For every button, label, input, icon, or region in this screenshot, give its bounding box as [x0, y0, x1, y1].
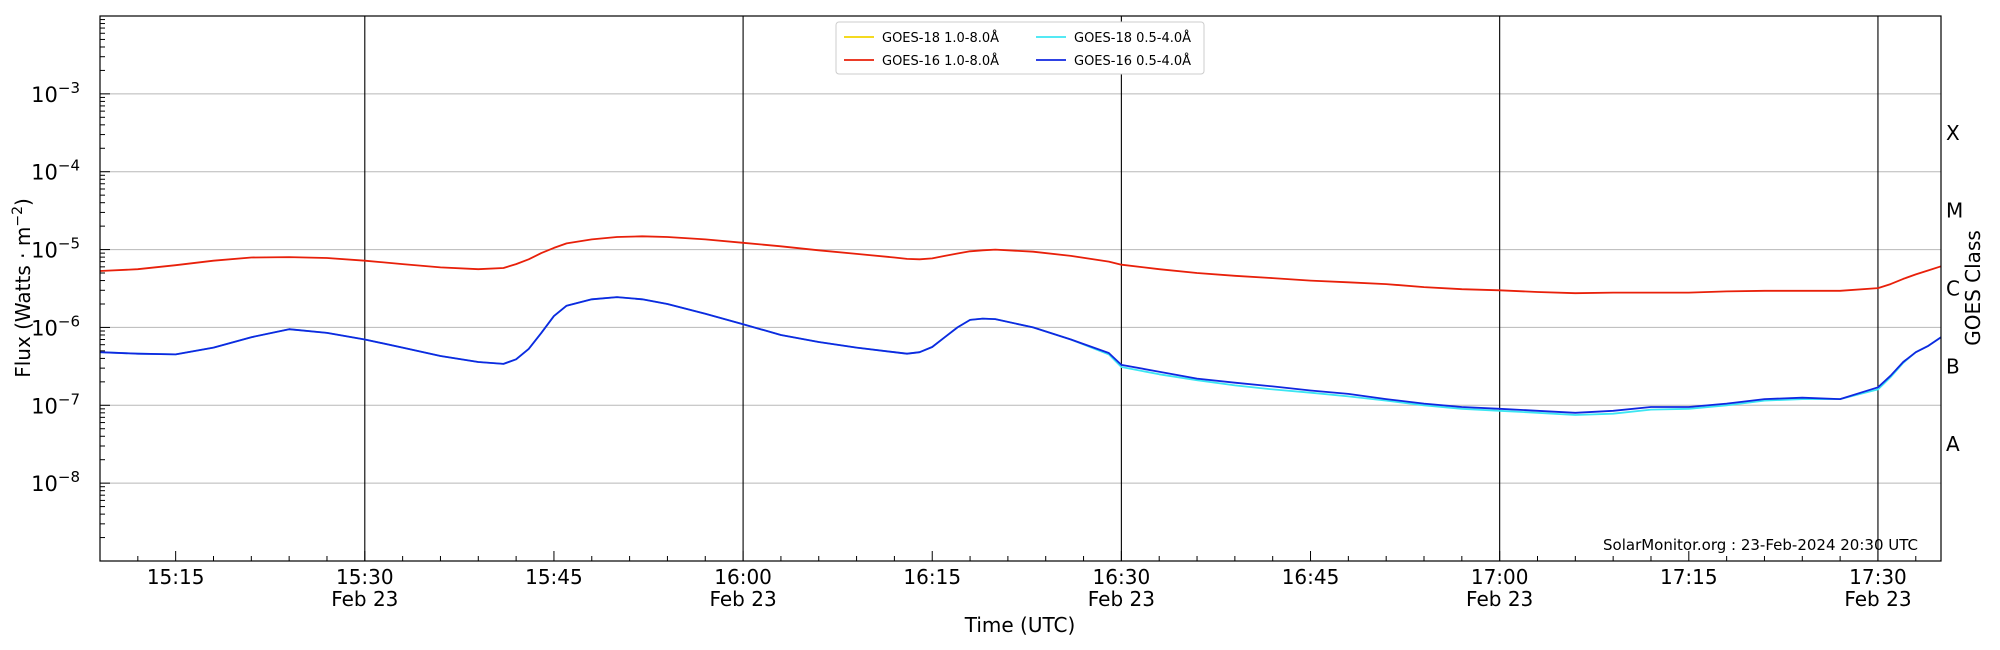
x-tick-date-label: Feb 23 [331, 587, 398, 611]
goes-class-label: C [1946, 277, 1960, 301]
x-tick-date-label: Feb 23 [1844, 587, 1911, 611]
x-tick-label: 15:45 [525, 565, 583, 589]
grid-layer [100, 93, 1941, 484]
legend-entry-label: GOES-16 1.0-8.0Å [882, 53, 999, 69]
x-tick-label: 15:15 [147, 565, 205, 589]
x-tick-label: 17:00 [1471, 565, 1529, 589]
legend: GOES-18 1.0-8.0Å GOES-16 1.0-8.0Å GOES-18 … [835, 21, 1205, 75]
x-tick-label: 16:15 [903, 565, 961, 589]
goes-class-axis-label: GOES Class [1961, 230, 1985, 346]
x-axis-label: Time (UTC) [964, 613, 1076, 637]
goes-class-label: M [1946, 199, 1963, 223]
legend-box [835, 21, 1205, 75]
y-axis-label-close: ) [11, 198, 35, 206]
y-tick-label: 10−4 [31, 157, 80, 185]
plot-frame [99, 15, 1942, 562]
goes-class-label: X [1946, 121, 1960, 145]
y-tick-label: 10−8 [31, 468, 80, 496]
goes-class-label: A [1946, 432, 1960, 456]
goes-class-labels: A B C M X [1946, 121, 1963, 456]
legend-entry-label: GOES-18 0.5-4.0Å [1074, 30, 1191, 46]
y-axis-label-text: Flux (Watts · m [11, 227, 35, 378]
x-tick-label: 17:30 [1849, 565, 1907, 589]
x-tick-label: 16:00 [714, 565, 772, 589]
x-tick-date-label: Feb 23 [1088, 587, 1155, 611]
series-line-2 [99, 235, 1942, 295]
x-tick-label: 16:30 [1093, 565, 1151, 589]
y-tick-label: 10−5 [31, 235, 80, 263]
goes-class-label: B [1946, 354, 1960, 378]
y-tick-label: 10−3 [31, 79, 80, 107]
legend-entry-label: GOES-18 1.0-8.0Å [882, 30, 999, 46]
time-divider-lines [364, 16, 1879, 561]
y-tick-label: 10−7 [31, 390, 80, 418]
legend-entry-label: GOES-16 0.5-4.0Å [1074, 53, 1191, 69]
series-line-4 [99, 296, 1942, 414]
y-axis-label-exponent: −2 [10, 206, 26, 227]
y-tick-label: 10−6 [31, 312, 80, 340]
x-tick-label: 17:15 [1660, 565, 1718, 589]
x-tick-label: 16:45 [1282, 565, 1340, 589]
credit-text: SolarMonitor.org : 23-Feb-2024 20:30 UTC [1603, 536, 1918, 554]
series-layer [99, 235, 1942, 416]
y-axis-ticks: 10−8 10−7 10−6 10−5 10−4 10−3 [31, 19, 110, 562]
x-tick-date-label: Feb 23 [709, 587, 776, 611]
series-line-3 [99, 296, 1942, 416]
y-axis-label: Flux (Watts · m−2) [10, 198, 35, 378]
x-tick-date-label: Feb 23 [1466, 587, 1533, 611]
x-tick-label: 15:30 [336, 565, 394, 589]
